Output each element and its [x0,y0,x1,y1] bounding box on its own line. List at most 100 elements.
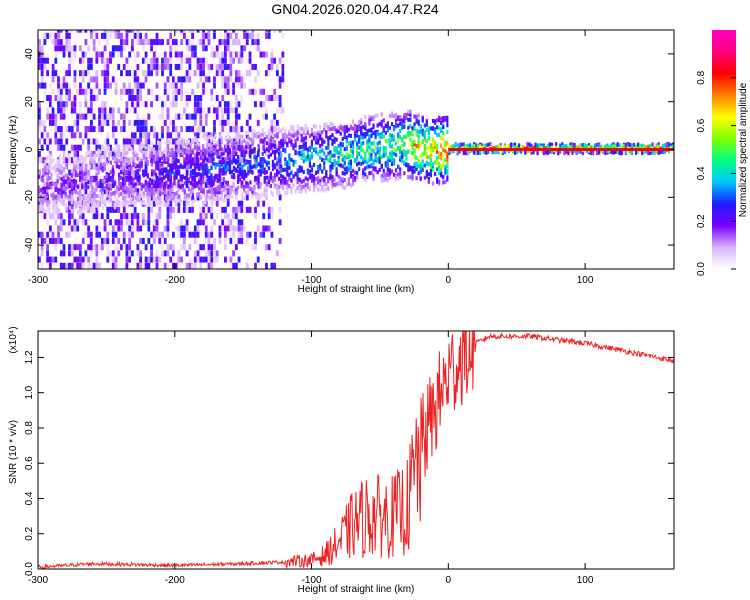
spectrogram-cell [139,250,143,257]
spectrogram-cell [95,57,99,64]
spectrogram-cell [48,101,52,108]
spectrogram-cell [304,141,307,146]
spectrogram-cell [419,169,422,174]
spectrogram-cell [152,188,156,193]
spectrogram-cell [247,160,250,165]
spectrogram-cell [237,159,240,164]
spectrogram-cell [38,189,41,194]
spectrogram-cell [196,126,200,133]
spectrogram-cell [394,168,398,173]
spectrogram-cell [125,213,129,220]
spectrogram-cell [409,137,412,142]
spectrogram-cell [62,188,66,195]
spectrogram-cell [308,158,312,163]
spectrogram-cell [136,39,140,46]
spectrogram-cell [128,177,131,182]
spectrogram-cell [89,119,93,126]
spectrogram-cell [106,76,110,83]
spectrogram-cell [79,256,82,263]
spectrogram-cell [131,132,134,139]
spectrogram-cell [628,149,632,154]
spectrogram-cell [204,153,207,158]
spectrogram-cell [111,250,115,257]
spectrogram-cell [425,119,428,124]
spectrogram-cell [275,148,279,153]
spectrogram-cell [296,137,299,142]
spectrogram-cell [187,177,190,182]
spectrogram-cell [376,158,379,163]
spectrogram-cell [237,39,241,46]
spectrogram-cell [57,76,60,83]
spectrogram-cell [142,184,145,189]
spectrogram-cell [171,188,174,193]
spectrogram-cell [180,32,184,39]
spectrogram-cell [185,182,189,189]
spectrogram-cell [182,57,186,64]
spectrogram-cell [54,76,58,83]
spectrogram-cell [337,143,340,148]
spectrogram-cell [58,208,61,213]
spectrogram-cell [169,200,173,207]
spectrogram-cell [173,199,176,204]
spectrogram-cell [113,203,117,208]
spectrogram-cell [40,194,43,199]
spectrogram-cell [226,165,229,170]
spectrogram-cell [321,157,324,162]
spectrogram-cell [117,107,121,114]
spectrogram-cell [179,136,182,141]
spectrogram-cell [125,30,129,33]
spectrogram-cell [167,198,170,203]
spectrogram-cell [73,76,77,83]
spectrogram-cell [386,138,389,143]
y-tick-label: 1.2 [24,350,35,364]
spectrogram-cell [111,107,115,114]
spectrogram-cell [154,180,158,185]
spectrogram-cell [100,57,104,64]
spectrogram-cell [630,143,634,148]
spectrogram-cell [234,132,238,137]
spectrogram-cell [173,155,176,160]
spectrogram-cell [657,142,660,147]
spectrogram-cell [68,39,71,46]
spectrogram-cell [351,178,355,183]
spectrogram-cell [64,203,67,208]
spectrogram-cell [188,76,192,83]
spectrogram-cell [73,101,77,108]
spectrogram-cell [265,188,268,193]
spectrogram-cell [237,225,241,232]
spectrogram-cell [251,170,254,175]
spectrogram-cell [76,173,80,178]
spectrogram-cell [46,70,50,77]
spectrogram-cell [548,142,552,147]
spectrogram-cell [128,244,132,251]
spectrogram-cell [43,182,47,189]
spectrogram-cell [95,144,99,151]
spectrogram-cell [81,51,85,58]
spectrogram-cell [234,194,238,201]
spectrogram-cell [323,127,326,132]
spectrogram-cell [210,256,214,263]
spectrogram-cell [563,144,566,149]
spectrogram-cell [360,133,363,138]
spectrogram-cell [226,113,230,120]
spectrogram-cell [95,76,99,83]
spectrogram-cell [57,101,60,108]
spectrogram-cell [189,192,193,197]
spectrogram-cell [76,132,80,139]
spectrogram-cell [188,113,192,120]
spectrogram-cell [193,163,197,168]
spectrogram-cell [111,157,115,164]
spectrogram-cell [610,144,613,149]
spectrogram-cell [243,206,246,213]
y-tick-label: 0 [24,146,35,152]
x-tick-label: -200 [165,575,185,586]
spectrogram-cell [111,237,115,244]
spectrogram-cell [195,193,199,198]
spectrogram-cell [191,176,195,181]
x-tick-label: 0 [446,275,452,286]
spectrogram-cell [382,172,385,177]
spectrogram-cell [167,185,170,190]
spectrogram-cell [79,30,82,33]
spectrogram-cell [364,159,367,164]
spectrogram-cell [210,173,213,178]
